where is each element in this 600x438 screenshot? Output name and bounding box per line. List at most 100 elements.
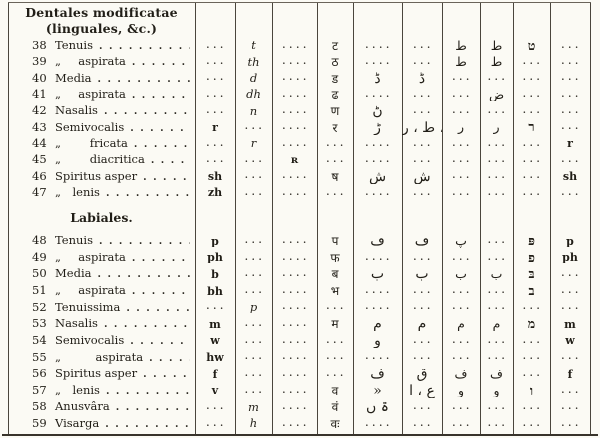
column-rule <box>195 2 196 435</box>
row-number: 40 <box>32 72 47 85</box>
glyph-cell: . . . <box>413 139 431 149</box>
table-row: 56 Spiritus asper f . . . . . . . . . . ف ق ف ف . … <box>8 366 600 383</box>
row-label: Tenuissima <box>55 301 121 314</box>
glyph-cell: . . . <box>206 107 224 116</box>
glyph-cell: ب <box>415 267 429 282</box>
glyph-cell: ו <box>529 384 534 397</box>
row-label: „ aspirata <box>55 89 126 102</box>
glyph-cell: ष <box>331 170 339 183</box>
glyph-cell: . . . <box>561 41 579 51</box>
glyph-cell: . . . <box>452 419 470 429</box>
glyph-cell: . . . <box>413 403 431 412</box>
glyph-cell: . . . <box>206 303 224 312</box>
glyph-cell: . . . . <box>282 90 307 100</box>
dot-leader <box>134 140 190 150</box>
glyph-cell: . . . <box>413 286 431 296</box>
glyph-cell: . . . . <box>282 139 307 149</box>
glyph-cell: . . . <box>244 172 263 181</box>
row-name-cell: 40 Media <box>8 73 195 85</box>
row-number: 55 <box>32 351 47 364</box>
glyph-cell: . . . <box>561 353 579 362</box>
table-row: 38 Tenuis . . . t . . . . ट . . . . . . . ط ط ט . .… <box>8 38 600 54</box>
glyph-cell: . . . <box>413 155 431 165</box>
glyph-cell: . . . . <box>365 253 390 263</box>
dot-leader <box>132 58 190 68</box>
glyph-cell: . . . <box>487 403 506 412</box>
glyph-cell: . . . <box>522 336 541 346</box>
glyph-cell: . . . <box>413 336 431 346</box>
row-number: 49 <box>32 251 47 264</box>
row-number: 58 <box>32 401 47 414</box>
dot-leader <box>97 270 190 280</box>
glyph-cell: . . . <box>561 107 579 116</box>
row-number: 59 <box>32 417 47 430</box>
glyph-cell: sh <box>562 171 578 183</box>
glyph-cell: . . . . <box>365 188 390 198</box>
glyph-cell: . . . <box>452 336 470 346</box>
glyph-cell: . . . . <box>282 123 307 132</box>
row-name-cell: 58 Anusvâra <box>8 401 195 413</box>
glyph-cell: . . . <box>206 139 224 149</box>
glyph-cell: ڈ <box>418 71 426 86</box>
section-header-dentales: Dentales modificatae (linguales, &c.) <box>8 5 195 38</box>
glyph-cell: . . . <box>452 172 470 181</box>
glyph-cell: ठ <box>331 56 339 69</box>
glyph-cell: . . . <box>206 155 224 165</box>
glyph-cell: . . . <box>452 253 470 263</box>
table-row: 55 „ aspirata hw . . . . . . . . . . . . . . . … <box>8 349 600 366</box>
glyph-cell: p <box>566 235 574 247</box>
row-label: Semivocalis <box>55 334 125 347</box>
row-name-cell: 43 Semivocalis <box>8 122 195 134</box>
glyph-cell: ڡ <box>370 234 385 249</box>
glyph-cell: t <box>251 40 256 52</box>
glyph-cell: r <box>250 138 257 150</box>
glyph-cell: . . . <box>561 155 579 165</box>
row-name-cell: 53 Nasalis <box>8 318 195 330</box>
glyph-cell: ر <box>493 121 500 134</box>
row-label: Spiritus asper <box>55 368 138 381</box>
row-label: Nasalis <box>55 318 98 331</box>
glyph-cell: . . . <box>206 74 224 83</box>
glyph-cell: و <box>374 333 381 348</box>
table-row: 57 „ lenis v . . . . . . . व » ع ، ا و و ו . . . <box>8 382 600 399</box>
glyph-cell: . . . <box>413 41 431 51</box>
row-label: Tenuis <box>55 235 93 248</box>
glyph-cell: م <box>417 317 427 332</box>
row-number: 42 <box>32 105 47 118</box>
row-name-cell: 46 Spiritus asper <box>8 171 195 183</box>
glyph-cell: ع ، ا <box>409 383 435 398</box>
glyph-cell: . . . . <box>282 58 307 67</box>
glyph-cell: . . . <box>244 188 263 198</box>
glyph-cell: . . . <box>522 419 541 429</box>
column-rule <box>8 2 9 435</box>
glyph-cell: v <box>211 385 219 397</box>
glyph-cell: d <box>249 72 258 85</box>
glyph-cell: ش <box>368 169 387 184</box>
table-bottom-border <box>2 434 598 436</box>
table-row: 45 „ diacritica . . . . . . ʀ . . . . . . . . .… <box>8 152 600 168</box>
glyph-cell: م <box>457 318 465 331</box>
glyph-cell: प <box>331 235 339 248</box>
glyph-cell: . . . . <box>282 237 307 246</box>
glyph-cell: म <box>331 318 339 331</box>
glyph-cell: r <box>212 122 218 134</box>
glyph-cell: . . . <box>452 303 470 312</box>
glyph-cell: » <box>373 383 382 398</box>
glyph-cell: ph <box>207 252 223 264</box>
glyph-cell: . . . <box>452 107 470 116</box>
glyph-cell: ढ <box>331 89 339 102</box>
row-name-cell: 49 „ aspirata <box>8 252 195 264</box>
row-name-cell: 38 Tenuis <box>8 40 195 52</box>
row-number: 56 <box>32 368 47 381</box>
glyph-cell: . . . <box>522 139 541 149</box>
glyph-cell: m <box>564 318 576 330</box>
glyph-cell: . . . <box>206 90 224 100</box>
glyph-cell: f <box>567 368 573 380</box>
glyph-cell: वं <box>331 401 339 414</box>
glyph-cell: . . . . <box>282 419 307 429</box>
glyph-cell: व <box>331 384 339 397</box>
row-label: „ diacritica <box>55 154 145 167</box>
glyph-cell: b <box>211 268 219 280</box>
